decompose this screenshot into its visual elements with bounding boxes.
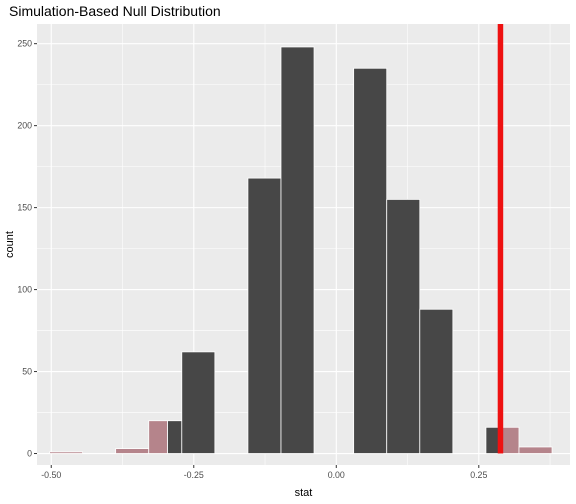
- x-tick-label: 0.25: [470, 470, 487, 480]
- chart-title: Simulation-Based Null Distribution: [9, 3, 221, 19]
- x-axis-title: stat: [295, 487, 313, 499]
- x-axis: -0.50 -0.25 0.00 0.25: [41, 465, 487, 480]
- shaded-bar: [148, 420, 168, 454]
- shaded-bar: [500, 426, 520, 454]
- histogram-bar: [386, 199, 421, 454]
- histogram-bar: [353, 67, 388, 454]
- histogram-bar: [181, 351, 216, 454]
- y-tick-label: 200: [17, 121, 32, 131]
- histogram-bar: [247, 177, 282, 454]
- y-tick-label: 100: [17, 285, 32, 295]
- shaded-bar: [518, 446, 553, 454]
- y-axis-title: count: [4, 231, 16, 258]
- shaded-bar: [115, 448, 150, 454]
- y-tick-label: 150: [17, 203, 32, 213]
- histogram-bar: [167, 420, 183, 454]
- x-tick-label: 0.00: [328, 470, 345, 480]
- y-tick-label: 250: [17, 39, 32, 49]
- x-tick-label: -0.25: [184, 470, 204, 480]
- x-tick-label: -0.50: [41, 470, 61, 480]
- y-axis: 0 50 100 150 200 250: [17, 39, 37, 459]
- histogram-bar: [419, 308, 454, 454]
- histogram-bars: [49, 46, 553, 454]
- histogram-bar: [280, 46, 315, 454]
- y-tick-label: 0: [27, 449, 32, 459]
- y-tick-label: 50: [22, 367, 32, 377]
- shaded-bar: [49, 451, 84, 454]
